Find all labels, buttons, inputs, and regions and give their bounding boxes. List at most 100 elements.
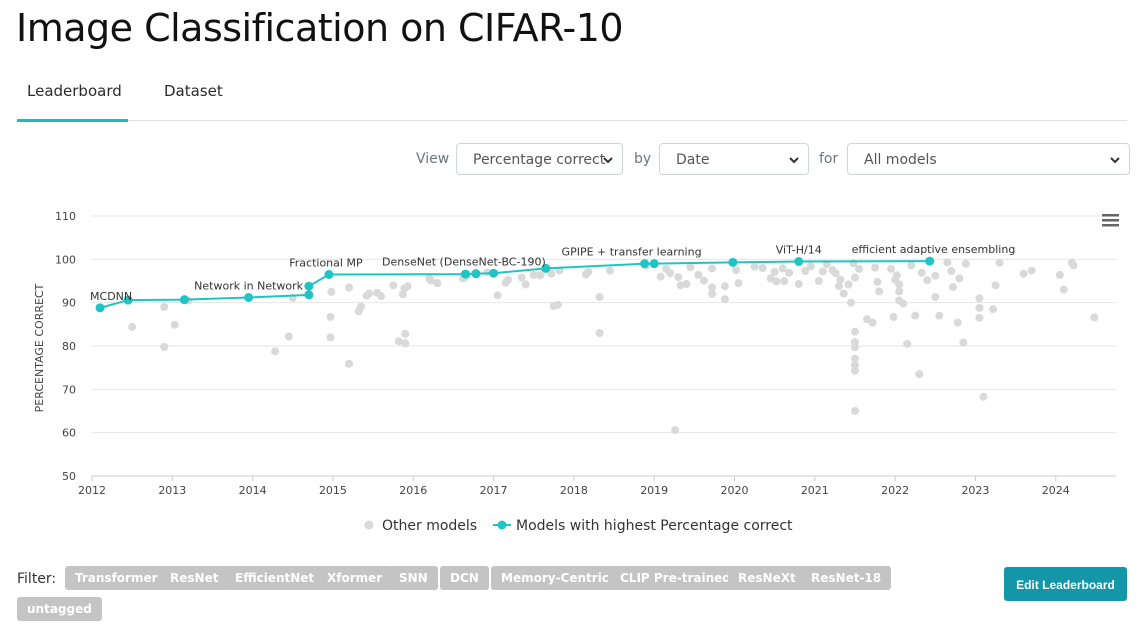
best-model-point bbox=[794, 257, 804, 266]
tag-dcn[interactable]: DCN bbox=[440, 566, 489, 590]
legend-best-label[interactable]: Models with highest Percentage correct bbox=[516, 518, 793, 534]
other-model-point bbox=[271, 347, 280, 356]
tag-resnet-18[interactable]: ResNet-18 bbox=[801, 566, 892, 590]
other-model-point bbox=[345, 283, 354, 292]
tag-memory-centric[interactable]: Memory-Centric bbox=[491, 566, 619, 590]
by-select[interactable]: Date bbox=[659, 143, 809, 175]
best-models-labels: MCDNN Network in Network Fractional MP Dens… bbox=[90, 243, 1015, 303]
other-model-point bbox=[871, 263, 880, 272]
other-model-point bbox=[801, 267, 810, 276]
view-select-value: Percentage correct bbox=[473, 152, 606, 168]
other-model-point bbox=[850, 361, 859, 370]
other-model-point bbox=[935, 311, 944, 320]
tag-efficientnet[interactable]: EfficientNet bbox=[225, 566, 325, 590]
other-model-point bbox=[839, 289, 848, 298]
tag-untagged[interactable]: untagged bbox=[17, 597, 102, 621]
other-model-point bbox=[846, 298, 855, 307]
tag-transformer[interactable]: Transformer bbox=[65, 566, 168, 590]
by-label: by bbox=[634, 151, 652, 167]
other-model-point bbox=[892, 271, 901, 280]
other-model-point bbox=[895, 280, 904, 289]
view-label: View bbox=[416, 151, 450, 167]
other-model-point bbox=[345, 359, 354, 368]
active-tab-indicator bbox=[17, 119, 128, 122]
other-model-point bbox=[794, 280, 803, 289]
other-model-point bbox=[1027, 266, 1036, 275]
other-model-point bbox=[720, 295, 729, 304]
tag-resnet[interactable]: ResNet bbox=[160, 566, 229, 590]
other-model-point bbox=[995, 258, 1004, 267]
other-model-point bbox=[326, 333, 335, 342]
for-select[interactable]: All models bbox=[847, 143, 1130, 175]
other-model-point bbox=[666, 269, 675, 278]
chevron-down-icon bbox=[1110, 157, 1120, 164]
tag-resnext[interactable]: ResNeXt bbox=[728, 566, 806, 590]
other-model-point bbox=[844, 280, 853, 289]
x-tick-label: 2021 bbox=[801, 484, 829, 497]
other-models-points bbox=[128, 258, 1099, 435]
other-model-point bbox=[708, 283, 717, 292]
other-model-point bbox=[785, 268, 794, 277]
other-model-point bbox=[911, 311, 920, 320]
other-model-point bbox=[389, 281, 398, 290]
other-model-point bbox=[750, 262, 759, 271]
best-model-label: MCDNN bbox=[90, 290, 132, 303]
other-model-point bbox=[403, 282, 412, 291]
other-model-point bbox=[850, 327, 859, 336]
view-select[interactable]: Percentage correct bbox=[456, 143, 623, 175]
other-model-point bbox=[889, 312, 898, 321]
other-model-point bbox=[398, 290, 407, 299]
other-model-point bbox=[517, 273, 526, 282]
legend-other-label[interactable]: Other models bbox=[382, 518, 477, 534]
other-model-point bbox=[854, 264, 863, 273]
for-select-value: All models bbox=[864, 152, 937, 168]
other-model-point bbox=[732, 266, 741, 275]
tag-clip-pre-trained[interactable]: CLIP Pre-trained bbox=[610, 566, 741, 590]
page-title: Image Classification on CIFAR-10 bbox=[16, 6, 624, 50]
edit-leaderboard-button[interactable]: Edit Leaderboard bbox=[1004, 567, 1127, 601]
other-model-point bbox=[170, 320, 179, 329]
other-model-point bbox=[917, 268, 926, 277]
other-model-point bbox=[327, 287, 336, 296]
other-model-point bbox=[521, 280, 530, 289]
x-tick-label: 2014 bbox=[239, 484, 267, 497]
other-model-point bbox=[953, 318, 962, 327]
chart-gridlines bbox=[92, 215, 1116, 477]
tab-leaderboard[interactable]: Leaderboard bbox=[27, 82, 122, 100]
tab-bar: Leaderboard Dataset bbox=[17, 72, 1127, 122]
other-model-point bbox=[426, 276, 435, 285]
other-model-point bbox=[873, 277, 882, 286]
other-model-point bbox=[160, 303, 169, 311]
other-model-point bbox=[979, 392, 988, 401]
y-tick-label: 60 bbox=[62, 427, 76, 440]
other-model-point bbox=[806, 262, 815, 271]
best-model-point bbox=[541, 263, 551, 273]
best-model-point bbox=[489, 268, 499, 278]
best-model-point bbox=[649, 259, 659, 269]
best-model-point bbox=[640, 259, 650, 269]
tag-xformer[interactable]: Xformer bbox=[317, 566, 393, 590]
other-model-point bbox=[836, 275, 845, 284]
best-model-point bbox=[324, 270, 334, 279]
x-tick-label: 2022 bbox=[881, 484, 909, 497]
by-select-value: Date bbox=[676, 152, 710, 168]
other-model-point bbox=[831, 269, 840, 278]
other-model-point bbox=[547, 269, 556, 278]
other-model-point bbox=[850, 407, 859, 415]
other-model-point bbox=[686, 263, 695, 272]
best-model-label: GPIPE + transfer learning bbox=[562, 246, 702, 259]
other-model-point bbox=[394, 337, 403, 346]
other-model-point bbox=[915, 370, 924, 379]
other-model-point bbox=[907, 261, 916, 270]
best-model-label: ViT-H/14 bbox=[776, 244, 822, 257]
hamburger-menu-icon[interactable] bbox=[1102, 214, 1119, 227]
best-model-label: Fractional MP bbox=[289, 257, 363, 270]
other-model-point bbox=[770, 267, 779, 276]
y-tick-label: 70 bbox=[62, 383, 76, 396]
tag-snn[interactable]: SNN bbox=[389, 566, 438, 590]
other-model-point bbox=[720, 282, 729, 291]
tab-dataset[interactable]: Dataset bbox=[164, 82, 223, 100]
other-model-point bbox=[989, 305, 998, 314]
x-tick-label: 2012 bbox=[78, 484, 106, 497]
best-model-point bbox=[123, 295, 133, 305]
